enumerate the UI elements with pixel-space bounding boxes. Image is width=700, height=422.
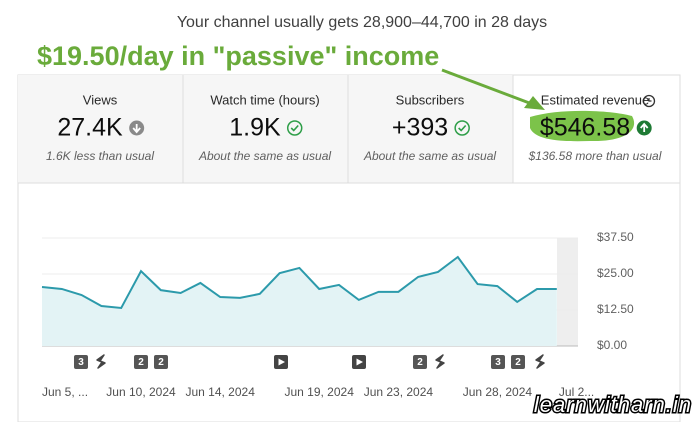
card-note: $136.58 more than usual	[528, 149, 662, 163]
line	[41, 255, 557, 310]
down-icon	[132, 124, 141, 134]
highlight	[530, 110, 635, 142]
check-icon	[286, 120, 303, 136]
card-note: About the same as usual	[363, 149, 496, 163]
marker-count: 3	[495, 357, 501, 368]
marker-count: 2	[417, 357, 423, 368]
clock-icon	[648, 98, 652, 102]
card-note: About the same as usual	[198, 149, 331, 163]
y-tick-label: $12.50	[597, 302, 634, 316]
up-icon	[640, 122, 649, 132]
marker-badge	[74, 355, 88, 369]
card-value: 1.9K	[229, 114, 281, 142]
usual-range: Your channel usually gets 28,900–44,700 …	[177, 14, 547, 31]
x-tick-label: Jul 2...	[559, 385, 594, 399]
y-tick-label: $0.00	[597, 338, 627, 352]
card-label: Subscribers	[396, 92, 465, 107]
shorts-icon	[96, 354, 106, 369]
watermark: learnwitharn.in	[534, 392, 692, 417]
future-shade	[557, 238, 578, 346]
x-tick-label: Jun 14, 2024	[185, 385, 255, 399]
y-tick-label: $25.00	[597, 266, 634, 280]
chart: $0.00 $12.50 $25.00 $37.50 Jun 5, ... Jun 10,…	[41, 230, 634, 399]
marker-count: 3	[78, 357, 84, 368]
marker-badge	[413, 355, 427, 369]
annotation: $19.50/day in "passive" income	[37, 41, 439, 71]
x-tick-label: Jun 10, 2024	[106, 385, 176, 399]
x-tick-label: Jun 19, 2024	[284, 385, 354, 399]
card-value: $546.58	[540, 114, 630, 142]
card-label: Views	[83, 92, 118, 107]
marker-badge	[154, 355, 168, 369]
card-label: Estimated revenue	[541, 92, 649, 107]
marker-count: 2	[138, 357, 144, 368]
y-tick-label: $37.50	[597, 230, 634, 244]
x-tick-label: Jun 23, 2024	[364, 385, 434, 399]
check-icon	[454, 120, 470, 136]
card-label: Watch time (hours)	[210, 92, 319, 107]
marker-count: 2	[515, 357, 521, 368]
arrow	[441, 68, 533, 106]
marker-badge	[511, 355, 525, 369]
card-value: 27.4K	[57, 114, 123, 142]
card-value: +393	[392, 114, 448, 142]
shorts-icon	[535, 354, 545, 369]
video-icon	[356, 358, 363, 366]
marker-badge	[491, 355, 505, 369]
clock-icon	[642, 94, 656, 108]
video-icon	[278, 358, 285, 366]
area	[42, 257, 557, 346]
arrow-head	[524, 96, 545, 110]
x-tick-label: Jun 5, ...	[42, 385, 88, 399]
x-tick-label: Jun 28, 2024	[463, 385, 533, 399]
check-icon	[458, 124, 467, 132]
check-icon	[290, 124, 299, 132]
card-note: 1.6K less than usual	[46, 149, 154, 163]
marker-count: 2	[158, 357, 164, 368]
card-bg	[18, 75, 513, 183]
marker-badge	[134, 355, 148, 369]
shorts-icon	[435, 354, 445, 369]
cards: Views 27.4K 1.6K less than usual Watch time…	[46, 92, 662, 163]
